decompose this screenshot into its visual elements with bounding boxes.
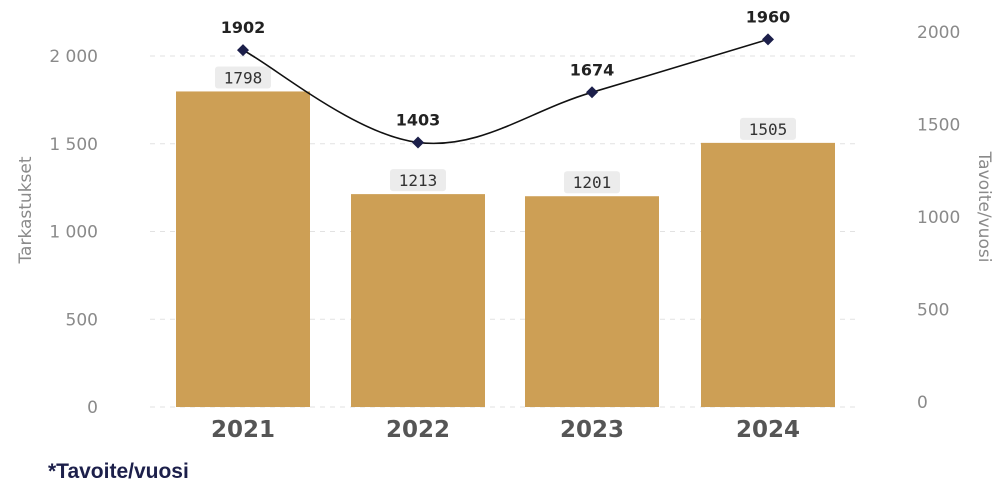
y-right-tick-label: 0 xyxy=(917,393,928,413)
goal-value-label: 1902 xyxy=(221,18,266,37)
bar-value-label-bg xyxy=(215,66,271,89)
goal-point xyxy=(412,136,424,149)
x-category-label: 2024 xyxy=(736,417,800,443)
y-left-tick-label: 0 xyxy=(87,398,98,418)
bar-value-label-bg xyxy=(564,171,620,194)
y-right-tick-label: 500 xyxy=(917,301,949,321)
bar-value-label: 1201 xyxy=(573,173,612,192)
goal-point xyxy=(237,44,249,57)
goal-value-label: 1960 xyxy=(746,7,791,26)
bar-value-label: 1798 xyxy=(224,68,263,87)
goal-point xyxy=(762,33,774,46)
goal-point xyxy=(586,86,598,99)
y-left-axis-title: Tarkastukset xyxy=(16,156,36,264)
y-right-tick-label: 1000 xyxy=(917,208,960,228)
y-left-tick-label: 1 000 xyxy=(49,223,98,243)
bar-value-label-bg xyxy=(390,169,446,192)
x-category-label: 2023 xyxy=(560,417,624,443)
bar-value-label-bg xyxy=(740,117,796,140)
goal-value-label: 1674 xyxy=(570,60,615,79)
bar xyxy=(176,91,310,408)
y-left-tick-label: 500 xyxy=(66,310,98,330)
goal-value-label: 1403 xyxy=(396,110,441,129)
y-right-tick-label: 2000 xyxy=(917,23,960,43)
bar xyxy=(525,196,659,407)
y-left-tick-label: 1 500 xyxy=(49,135,98,155)
x-category-label: 2021 xyxy=(211,417,275,443)
y-left-tick-label: 2 000 xyxy=(49,47,98,67)
x-category-label: 2022 xyxy=(386,417,450,443)
bar xyxy=(701,142,835,407)
goal-line xyxy=(242,38,769,145)
y-right-axis-title: Tavoite/vuosi xyxy=(974,151,992,263)
bar-value-label: 1505 xyxy=(749,120,788,139)
footnote: *Tavoite/vuosi xyxy=(48,460,189,483)
bar xyxy=(351,194,485,407)
y-right-tick-label: 1500 xyxy=(917,116,960,136)
bar-value-label: 1213 xyxy=(399,171,438,190)
